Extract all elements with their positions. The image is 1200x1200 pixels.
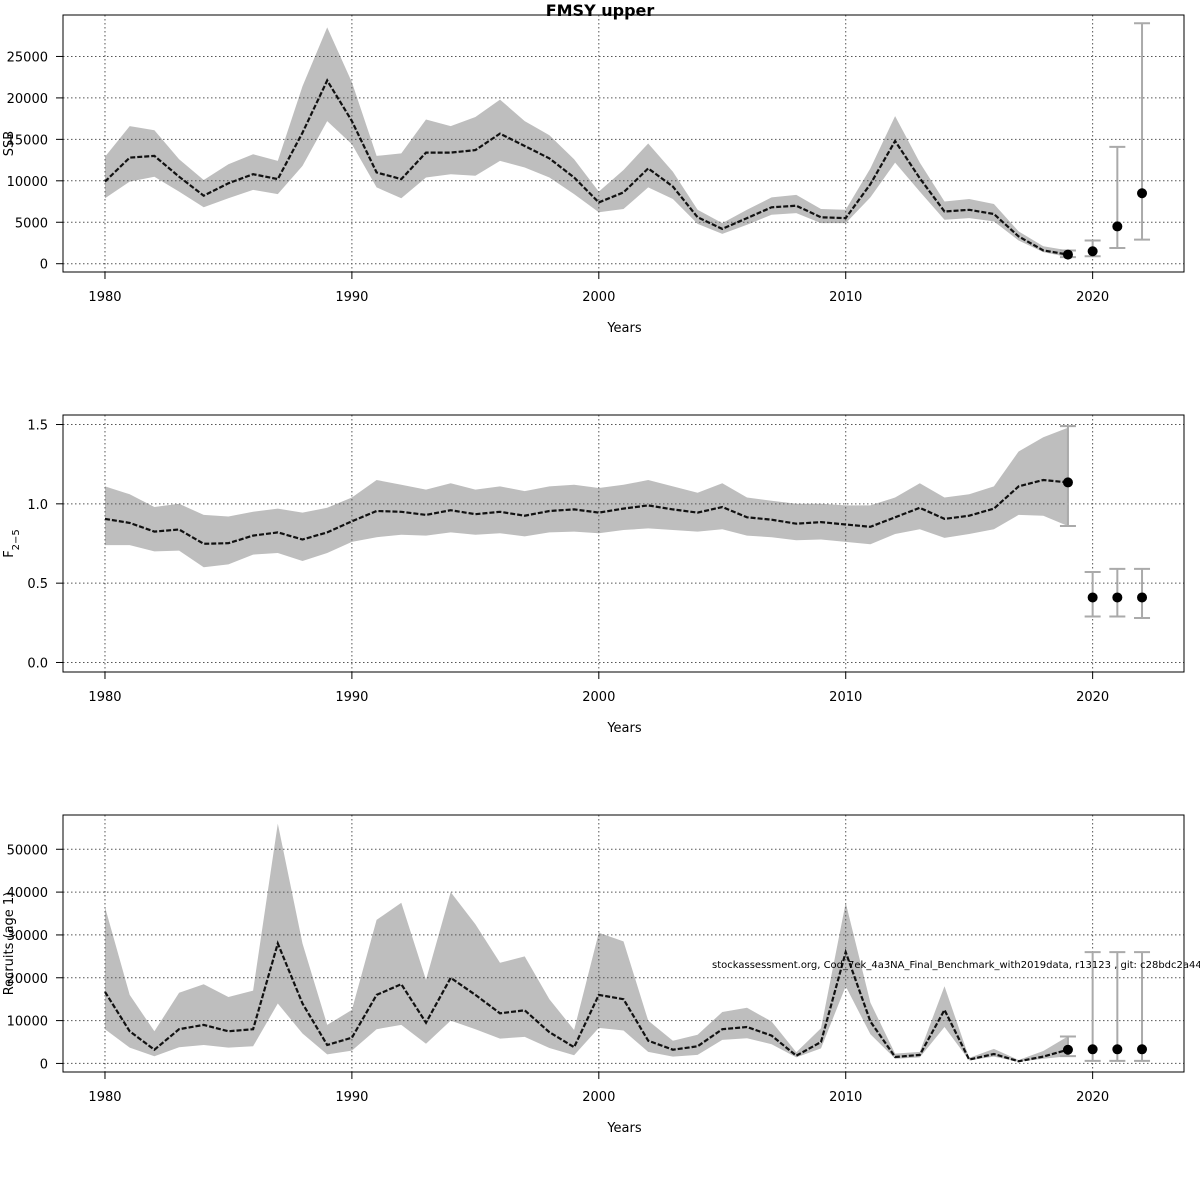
- x-axis-label: Years: [606, 321, 642, 336]
- forecast-point: [1112, 221, 1123, 232]
- forecast-point: [1087, 246, 1098, 257]
- x-axis-label: Years: [606, 721, 642, 736]
- y-tick-label: 50000: [7, 843, 48, 858]
- recruits-panel: 1980 1990 2000 2010 2020 0 10000 20000 30000 4000…: [2, 814, 1185, 1136]
- confidence-band: [105, 27, 1068, 258]
- y-axis-label: Recruits (age 1): [2, 892, 17, 996]
- plot-frame: [62, 414, 1185, 673]
- forecast-point: [1137, 1044, 1148, 1055]
- x-tick-label: 1990: [335, 690, 368, 705]
- x-tick-label: 1990: [335, 290, 368, 305]
- forecast-point: [1137, 592, 1148, 603]
- y-axis-label-subscript: 2−5: [11, 529, 22, 550]
- x-tick-label: 1980: [88, 290, 121, 305]
- forecast-point: [1112, 592, 1123, 603]
- x-tick-label: 2000: [582, 690, 615, 705]
- y-tick-label: 1.5: [27, 419, 48, 434]
- y-tick-label: 5000: [15, 216, 48, 231]
- x-tick-label: 2020: [1076, 1090, 1109, 1105]
- forecast-point: [1087, 592, 1098, 603]
- y-tick-label: 10000: [7, 1015, 48, 1030]
- x-tick-label: 2020: [1076, 690, 1109, 705]
- x-axis-label: Years: [606, 1121, 642, 1136]
- y-tick-label: 20000: [7, 92, 48, 107]
- x-tick-label: 2020: [1076, 290, 1109, 305]
- y-tick-label: 15000: [7, 133, 48, 148]
- forecast-point: [1112, 1044, 1123, 1055]
- y-tick-label: 0.5: [27, 577, 48, 592]
- y-tick-label: 40000: [7, 886, 48, 901]
- x-tick-label: 2010: [829, 290, 862, 305]
- x-tick-label: 1990: [335, 1090, 368, 1105]
- y-tick-label: 20000: [7, 972, 48, 987]
- x-tick-label: 2010: [829, 690, 862, 705]
- forecast-point: [1062, 477, 1073, 488]
- ssb-panel: 1980 1990 2000 2010 2020 0 5000 10000 15000 20000…: [2, 14, 1185, 336]
- forecast-point: [1062, 249, 1073, 260]
- confidence-band: [105, 427, 1068, 568]
- y-tick-label: 30000: [7, 929, 48, 944]
- y-axis-label: SSB: [2, 131, 17, 156]
- y-tick-label: 1.0: [27, 498, 48, 513]
- estimate-line: [104, 78, 1069, 256]
- fishing-mortality-panel: 1980 1990 2000 2010 2020 0.0 0.5 1.0 1.5 Years F2−…: [2, 414, 1185, 736]
- y-tick-label: 0: [40, 258, 48, 273]
- x-tick-label: 1980: [88, 690, 121, 705]
- plot-frame: [62, 14, 1185, 273]
- confidence-band: [105, 823, 1068, 1062]
- x-tick-label: 1980: [88, 1090, 121, 1105]
- forecast-point: [1062, 1044, 1073, 1055]
- forecast-point: [1137, 188, 1148, 199]
- y-tick-label: 0.0: [27, 656, 48, 671]
- x-tick-label: 2000: [582, 290, 615, 305]
- y-tick-label: 0: [40, 1057, 48, 1072]
- y-tick-label: 10000: [7, 175, 48, 190]
- plot-frame: [62, 814, 1185, 1073]
- figure-title: FMSY upper: [546, 1, 655, 20]
- source-annotation: stockassessment.org, Cod_7ek_4a3NA_Final…: [712, 960, 1200, 971]
- forecast-point: [1087, 1044, 1098, 1055]
- y-axis-label: F2−5: [2, 529, 22, 558]
- y-tick-label: 25000: [7, 50, 48, 65]
- x-tick-label: 2000: [582, 1090, 615, 1105]
- x-tick-label: 2010: [829, 1090, 862, 1105]
